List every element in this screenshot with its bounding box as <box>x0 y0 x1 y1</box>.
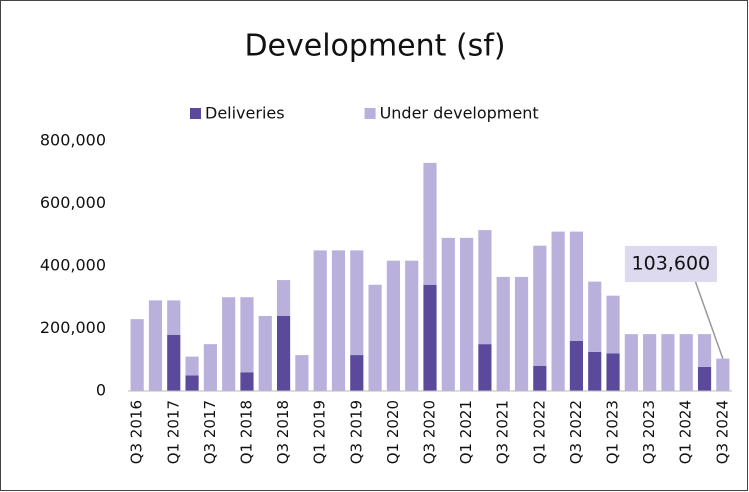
x-tick-label: Q1 2023 <box>604 400 622 464</box>
bar-segment <box>148 300 163 391</box>
bar-segment <box>697 366 712 391</box>
bar-segment <box>569 341 584 391</box>
bar-segment <box>350 250 364 356</box>
x-tick-label: Q3 2016 <box>128 400 146 464</box>
bar-segment <box>496 276 510 391</box>
bar-segment <box>716 358 730 391</box>
x-tick-label: Q3 2020 <box>421 400 439 464</box>
bar-segment <box>240 297 254 373</box>
bar-segment <box>533 245 547 366</box>
bar-segment <box>423 284 437 391</box>
x-tick-label: Q3 2023 <box>640 400 658 464</box>
bar-segment <box>240 372 254 391</box>
legend-swatch <box>364 108 376 119</box>
x-tick-label: Q3 2024 <box>713 400 731 464</box>
x-tick-label: Q3 2017 <box>201 400 219 464</box>
bar-segment <box>386 260 400 391</box>
leader-line <box>694 279 724 359</box>
x-tick-label: Q1 2018 <box>237 400 255 464</box>
bar-segment <box>588 281 602 352</box>
label-box <box>624 246 717 282</box>
bar-segment <box>313 250 327 391</box>
bar-segment <box>258 316 272 391</box>
y-tick-label: 400,000 <box>40 256 106 275</box>
bar-segment <box>569 231 584 341</box>
bar-segment <box>276 280 291 316</box>
bar-segment <box>331 250 346 391</box>
y-tick-label: 800,000 <box>40 131 106 150</box>
x-tick-label: Q1 2020 <box>384 400 402 464</box>
bar-segment <box>624 334 638 391</box>
x-tick-label: Q3 2022 <box>567 400 585 464</box>
bar-segment <box>203 344 217 391</box>
chart-title: Development (sf) <box>244 29 505 64</box>
x-tick-label: Q1 2024 <box>677 400 695 464</box>
bar-segment <box>185 356 199 376</box>
bar-segment <box>295 355 309 391</box>
x-tick-label: Q1 2017 <box>164 400 182 464</box>
bar-segment <box>276 316 291 391</box>
bar-segment <box>514 276 529 391</box>
bar-segment <box>405 260 419 391</box>
legend-label: Deliveries <box>205 104 285 123</box>
y-tick-label: 600,000 <box>40 193 106 212</box>
bar-segment <box>185 375 199 391</box>
bar-segment <box>460 237 474 391</box>
x-tick-label: Q3 2018 <box>274 400 292 464</box>
x-tick-label: Q1 2021 <box>457 400 475 464</box>
bar-segment <box>478 344 492 391</box>
bar-segment <box>222 297 236 391</box>
bar-segment <box>167 334 181 391</box>
bar-segment <box>588 351 602 391</box>
y-tick-label: 0 <box>96 381 106 400</box>
bar-segment <box>551 231 565 391</box>
bar-segment <box>423 162 437 285</box>
bar-segment <box>661 334 675 391</box>
bar-segment <box>533 366 547 391</box>
bar-segment <box>130 319 144 391</box>
x-tick-label: Q3 2021 <box>494 400 512 464</box>
x-tick-label: Q1 2019 <box>311 400 329 464</box>
bar-segment <box>350 355 364 391</box>
bar-segment <box>167 300 181 335</box>
bar-segment <box>679 334 693 391</box>
bar-segment <box>606 353 620 391</box>
bar-segment <box>697 334 712 367</box>
bar-segment <box>441 237 455 391</box>
y-tick-label: 200,000 <box>40 318 106 337</box>
bar-segment <box>606 295 620 354</box>
bar-segment <box>478 230 492 345</box>
legend-label: Under development <box>380 104 539 123</box>
bar-segment <box>643 334 657 391</box>
x-tick-label: Q1 2022 <box>530 400 548 464</box>
data-label: 103,600 <box>632 253 711 275</box>
bar-segment <box>368 284 382 391</box>
x-tick-label: Q3 2019 <box>347 400 365 464</box>
legend-swatch <box>190 108 201 119</box>
